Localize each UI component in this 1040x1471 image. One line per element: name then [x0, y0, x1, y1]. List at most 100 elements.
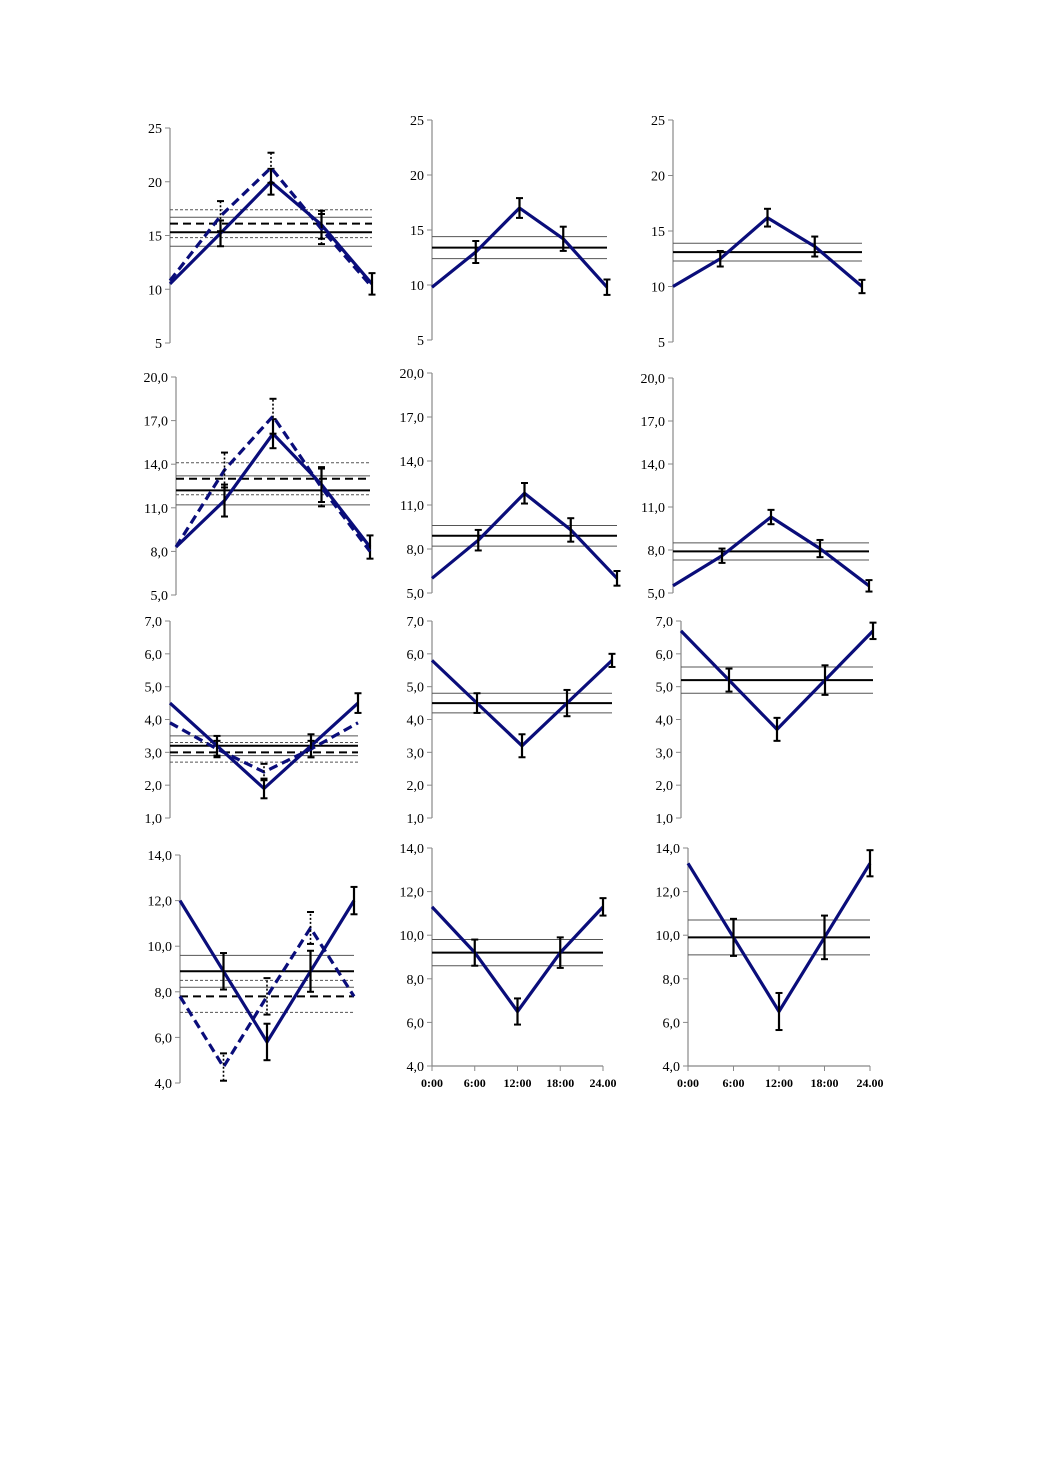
error-bar	[718, 547, 726, 564]
error-bar	[260, 762, 268, 782]
y-tick-label: 6,0	[407, 648, 425, 663]
error-bar	[220, 952, 227, 991]
x-tick-label: 6:00	[723, 1076, 745, 1090]
y-tick-label: 10	[148, 283, 162, 298]
error-bar	[599, 897, 607, 917]
y-tick-label: 14,0	[400, 842, 425, 857]
x-tick-label: 12:00	[765, 1076, 793, 1090]
error-bar	[559, 225, 567, 252]
y-tick-label: 25	[148, 122, 162, 137]
series-line-dashed	[174, 414, 372, 553]
chart-panel-11: 4,0 6,0 8,0 10,0 12,0 14,0 0:00 6:00 12:00 18:00 2…	[400, 842, 617, 1090]
chart-panel-1: 5 10 15 20 25	[148, 122, 376, 352]
chart-panel-12: 4,0 6,0 8,0 10,0 12,0 14,0 0:00 6:00 12:00 18:00 2…	[656, 842, 884, 1090]
y-tick-label: 14,0	[641, 458, 666, 473]
series-line	[430, 905, 605, 1014]
error-bar	[865, 579, 873, 593]
y-tick-label: 5,0	[407, 681, 425, 696]
y-tick-label: 10	[651, 281, 665, 296]
chart-panel-6: 5,0 8,0 11,0 14,0 17,0 20,0	[641, 372, 873, 602]
y-tick-label: 2,0	[656, 779, 674, 794]
error-bar	[269, 397, 277, 435]
error-bar	[307, 739, 315, 759]
y-tick-label: 12,0	[148, 895, 173, 910]
error-bar	[260, 777, 268, 800]
error-bar	[858, 278, 866, 295]
y-tick-label: 17,0	[400, 411, 425, 426]
error-bar	[354, 692, 362, 714]
series-line-dashed	[168, 166, 374, 289]
y-tick-label: 6,0	[145, 648, 163, 663]
error-bar	[725, 667, 733, 693]
y-tick-label: 20,0	[400, 367, 425, 382]
y-tick-label: 3,0	[656, 746, 674, 761]
error-bar	[767, 508, 775, 526]
y-tick-label: 14,0	[656, 842, 681, 857]
y-tick-label: 3,0	[407, 746, 425, 761]
error-bar	[764, 207, 771, 228]
y-tick-label: 5,0	[648, 587, 666, 602]
error-bar	[318, 213, 325, 246]
error-bar	[221, 483, 228, 518]
error-bar	[263, 977, 271, 1016]
y-tick-label: 10,0	[148, 940, 173, 955]
y-tick-label: 2,0	[145, 779, 163, 794]
y-tick-label: 15	[651, 225, 665, 240]
y-tick-label: 11,0	[641, 501, 665, 516]
x-tick-label: 6:00	[464, 1076, 486, 1090]
chart-panel-10: 4,0 6,0 8,0 10,0 12,0 14,0	[148, 849, 358, 1092]
error-bar	[471, 938, 479, 967]
error-bar	[608, 652, 616, 668]
y-tick-label: 8,0	[151, 545, 169, 560]
y-tick-label: 2,0	[407, 779, 425, 794]
error-bar	[521, 482, 528, 505]
x-tick-label: 24.00	[857, 1076, 884, 1090]
y-tick-label: 5	[155, 337, 162, 352]
y-tick-label: 4,0	[145, 714, 163, 729]
y-tick-label: 8,0	[155, 986, 173, 1001]
error-bar	[775, 991, 783, 1032]
error-bar	[307, 949, 314, 993]
error-bar	[474, 528, 482, 552]
y-tick-label: 12,0	[656, 886, 681, 901]
y-tick-label: 14,0	[400, 455, 425, 470]
error-bar	[866, 849, 874, 878]
error-bar	[217, 200, 224, 233]
y-tick-label: 8,0	[407, 543, 425, 558]
chart-panel-5: 5,0 8,0 11,0 14,0 17,0 20,0	[400, 367, 621, 602]
y-tick-label: 5,0	[145, 681, 163, 696]
x-tick-label: 18:00	[546, 1076, 574, 1090]
y-tick-label: 8,0	[663, 973, 681, 988]
error-bar	[220, 1052, 227, 1082]
y-tick-label: 8,0	[648, 544, 666, 559]
error-bar	[613, 570, 621, 587]
chart-panel-9: 1,0 2,0 3,0 4,0 5,0 6,0 7,0	[656, 615, 877, 827]
error-bar	[730, 917, 737, 957]
y-tick-label: 10	[410, 279, 424, 294]
x-tick-label: 12:00	[504, 1076, 532, 1090]
y-tick-label: 15	[148, 230, 162, 245]
chart-panel-8: 1,0 2,0 3,0 4,0 5,0 6,0 7,0	[407, 615, 616, 827]
y-tick-label: 20	[148, 176, 162, 191]
y-tick-label: 25	[410, 114, 424, 129]
y-tick-label: 7,0	[656, 615, 674, 630]
y-tick-label: 11,0	[400, 499, 424, 514]
error-bar	[472, 240, 480, 264]
y-tick-label: 20	[410, 169, 424, 184]
y-tick-label: 6,0	[155, 1031, 173, 1046]
error-bar	[556, 936, 564, 969]
y-tick-label: 14,0	[148, 849, 173, 864]
y-tick-label: 11,0	[144, 502, 168, 517]
error-bar	[811, 235, 819, 258]
y-tick-label: 17,0	[144, 415, 169, 430]
y-tick-label: 20,0	[144, 371, 169, 386]
y-tick-label: 17,0	[641, 415, 666, 430]
error-bar	[263, 1022, 271, 1062]
y-tick-label: 4,0	[656, 714, 674, 729]
y-tick-label: 5	[658, 336, 665, 351]
error-bar	[821, 914, 828, 961]
error-bar	[350, 885, 358, 916]
series-line-dashed	[178, 926, 356, 1069]
error-bar	[716, 249, 724, 268]
y-tick-label: 6,0	[656, 648, 674, 663]
